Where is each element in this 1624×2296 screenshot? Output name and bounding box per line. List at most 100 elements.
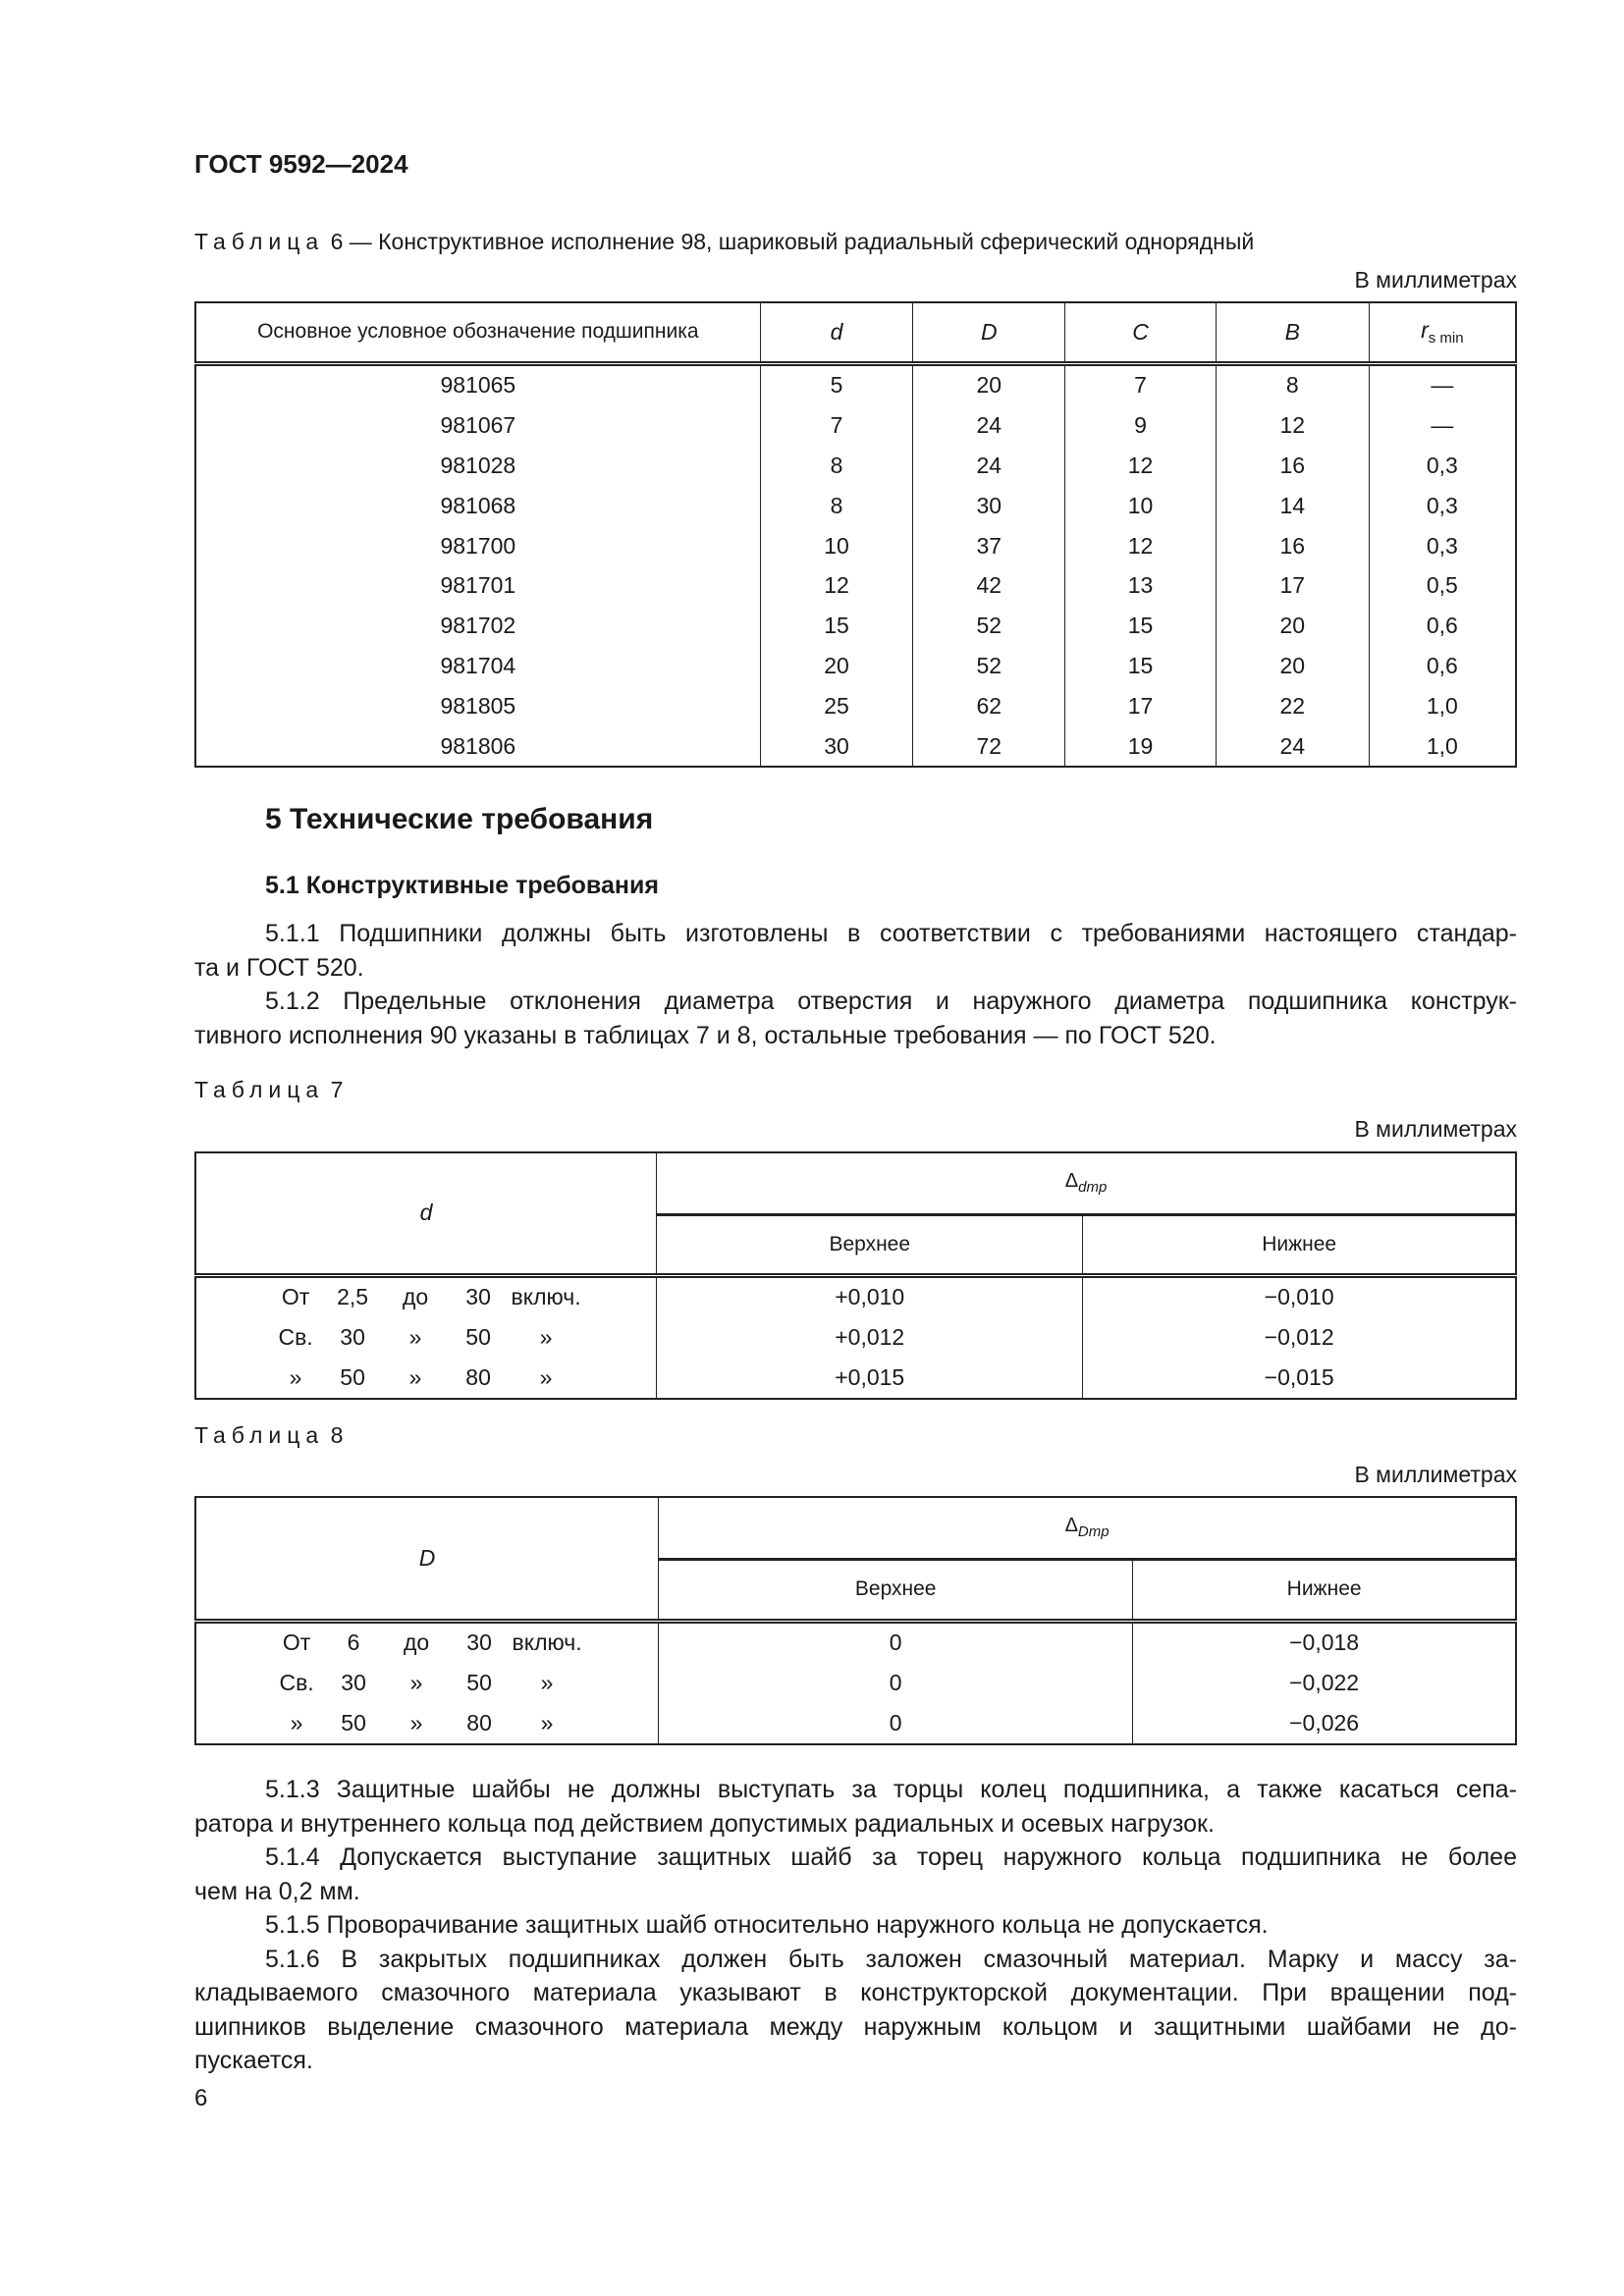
table-cell: 20 (912, 360, 1066, 406)
table-cell: 30 (912, 485, 1066, 526)
table-cell: −0,015 (1082, 1358, 1517, 1399)
table-row: » 50» 80» 0 −0,026 (194, 1703, 1517, 1744)
range-cell: » 50» 80» (194, 1703, 660, 1744)
table7: d Δdmp Верхнее Нижнее От 2,5 до 30 включ. +0,0… (194, 1151, 1517, 1400)
table-cell: 8 (759, 446, 914, 486)
document-header: ГОСТ 9592—2024 (194, 149, 408, 179)
table-row: Св. 30» 50» 0 −0,022 (194, 1663, 1517, 1704)
table-cell: 52 (912, 646, 1066, 686)
range-cell: Св. 30» 50» (194, 1317, 658, 1359)
table-cell: 981704 (194, 646, 761, 686)
table-cell: 0,5 (1368, 565, 1517, 607)
table-row: 981067 7 24 9 12— (194, 405, 1517, 447)
table7-caption: Таблица 7 (194, 1077, 344, 1102)
table-cell: 0,6 (1368, 646, 1517, 686)
table-cell: 12 (1064, 525, 1217, 566)
table-cell: 10 (759, 525, 914, 566)
paragraph-line: кладываемого смазочного материала указыв… (194, 1979, 1517, 2006)
table-cell: 20 (1215, 646, 1370, 686)
table-cell: 25 (759, 685, 914, 726)
table-row: » 50» 80» +0,015 −0,015 (194, 1358, 1517, 1399)
paragraph-line: 5.1.5 Проворачивание защитных шайб относ… (265, 1911, 1269, 1939)
table-cell: 14 (1215, 485, 1370, 526)
table-cell: 24 (912, 405, 1066, 447)
table-cell: 12 (1215, 405, 1370, 447)
table-cell: 981068 (194, 485, 761, 526)
range-cell: Св. 30» 50» (194, 1663, 660, 1704)
table-cell: 20 (759, 646, 914, 686)
table-cell: — (1368, 405, 1517, 447)
subsection-title: 5.1 Конструктивные требования (265, 872, 659, 899)
table-cell: 30 (759, 725, 914, 768)
table-cell: +0,012 (656, 1317, 1084, 1359)
table-cell: 13 (1064, 565, 1217, 607)
table-row: 981065 5 20 7 8— (194, 360, 1517, 406)
paragraph-line: шипников выделение смазочного материала … (194, 2012, 1517, 2041)
table8-unit: В миллиметрах (1354, 1462, 1517, 1487)
paragraph-line: 5.1.3 Защитные шайбы не должны выступать… (265, 1776, 1517, 1803)
table-row: 981702 15 52 15 20 0,6 (194, 606, 1517, 647)
table6: Основное условное обозначение подшипника… (194, 301, 1517, 769)
table6-header: Основное условное обозначение подшипника… (194, 301, 1517, 364)
table-cell: 72 (912, 725, 1066, 768)
table-cell: 0 (658, 1703, 1134, 1744)
table-cell: 15 (1064, 646, 1217, 686)
table-cell: 10 (1064, 485, 1217, 526)
table-cell: 8 (759, 485, 914, 526)
table-row: От 6 до 30 включ. 0 −0,018 (194, 1618, 1517, 1664)
table-cell: 0 (658, 1618, 1134, 1664)
table-cell: −0,022 (1132, 1663, 1517, 1704)
table-cell: 17 (1215, 565, 1370, 607)
table6-caption: Таблица 6 — Конструктивное исполнение 98… (194, 229, 1255, 254)
table-cell: 981702 (194, 606, 761, 647)
table-cell: 981806 (194, 725, 761, 768)
table-cell: +0,010 (656, 1272, 1084, 1318)
table-cell: 7 (1064, 360, 1217, 406)
paragraphs-5-1-3: 5.1.3 Защитные шайбы не должны выступать… (194, 1773, 1517, 2078)
paragraph-line: 5.1.4 Допускается выступание защитных ша… (265, 1843, 1517, 1871)
table-row: Св. 30» 50» +0,012 −0,012 (194, 1317, 1517, 1359)
table-cell: 22 (1215, 685, 1370, 726)
range-cell: От 2,5 до 30 включ. (194, 1272, 658, 1318)
page-number: 6 (194, 2085, 208, 2111)
table-cell: 8 (1215, 360, 1370, 406)
table6-unit: В миллиметрах (1354, 267, 1517, 293)
table-cell: −0,012 (1082, 1317, 1517, 1359)
section-title: 5 Технические требования (265, 803, 654, 835)
table-row: 981028 8 24 12 16 0,3 (194, 446, 1517, 486)
table-cell: 0,3 (1368, 446, 1517, 486)
table-cell: 15 (1064, 606, 1217, 647)
table-cell: 9 (1064, 405, 1217, 447)
table-cell: 5 (759, 360, 914, 406)
table-cell: 0,3 (1368, 485, 1517, 526)
table-cell: 12 (759, 565, 914, 607)
table-cell: +0,015 (656, 1358, 1084, 1399)
table-cell: 17 (1064, 685, 1217, 726)
table-cell: 981805 (194, 685, 761, 726)
table-row: 981701 12 42 13 17 0,5 (194, 565, 1517, 607)
paragraph-line: чем на 0,2 мм. (194, 1877, 360, 1905)
table-cell: 52 (912, 606, 1066, 647)
table-cell: 981700 (194, 525, 761, 566)
paragraph-line: 5.1.1 Подшипники должны быть изготовлены… (265, 920, 1517, 947)
paragraph-line: пускается. (194, 2047, 313, 2074)
table-cell: 24 (1215, 725, 1370, 768)
table-cell: 20 (1215, 606, 1370, 647)
table-cell: 37 (912, 525, 1066, 566)
table-cell: 981028 (194, 446, 761, 486)
table-cell: −0,010 (1082, 1272, 1517, 1318)
paragraph-line: 5.1.6 В закрытых подшипниках должен быть… (265, 1945, 1517, 1973)
table-cell: 16 (1215, 446, 1370, 486)
table-row: 981805 25 62 17 22 1,0 (194, 685, 1517, 726)
table-cell: 981065 (194, 360, 761, 406)
table-cell: — (1368, 360, 1517, 406)
table-cell: 62 (912, 685, 1066, 726)
table-cell: 15 (759, 606, 914, 647)
table-cell: 981701 (194, 565, 761, 607)
table-cell: −0,026 (1132, 1703, 1517, 1744)
table-cell: −0,018 (1132, 1618, 1517, 1664)
table-cell: 981067 (194, 405, 761, 447)
paragraph-line: та и ГОСТ 520. (194, 953, 364, 982)
table-row: 981704 20 52 15 20 0,6 (194, 646, 1517, 686)
paragraphs-5-1-1: 5.1.1 Подшипники должны быть изготовлены… (194, 917, 1517, 1052)
